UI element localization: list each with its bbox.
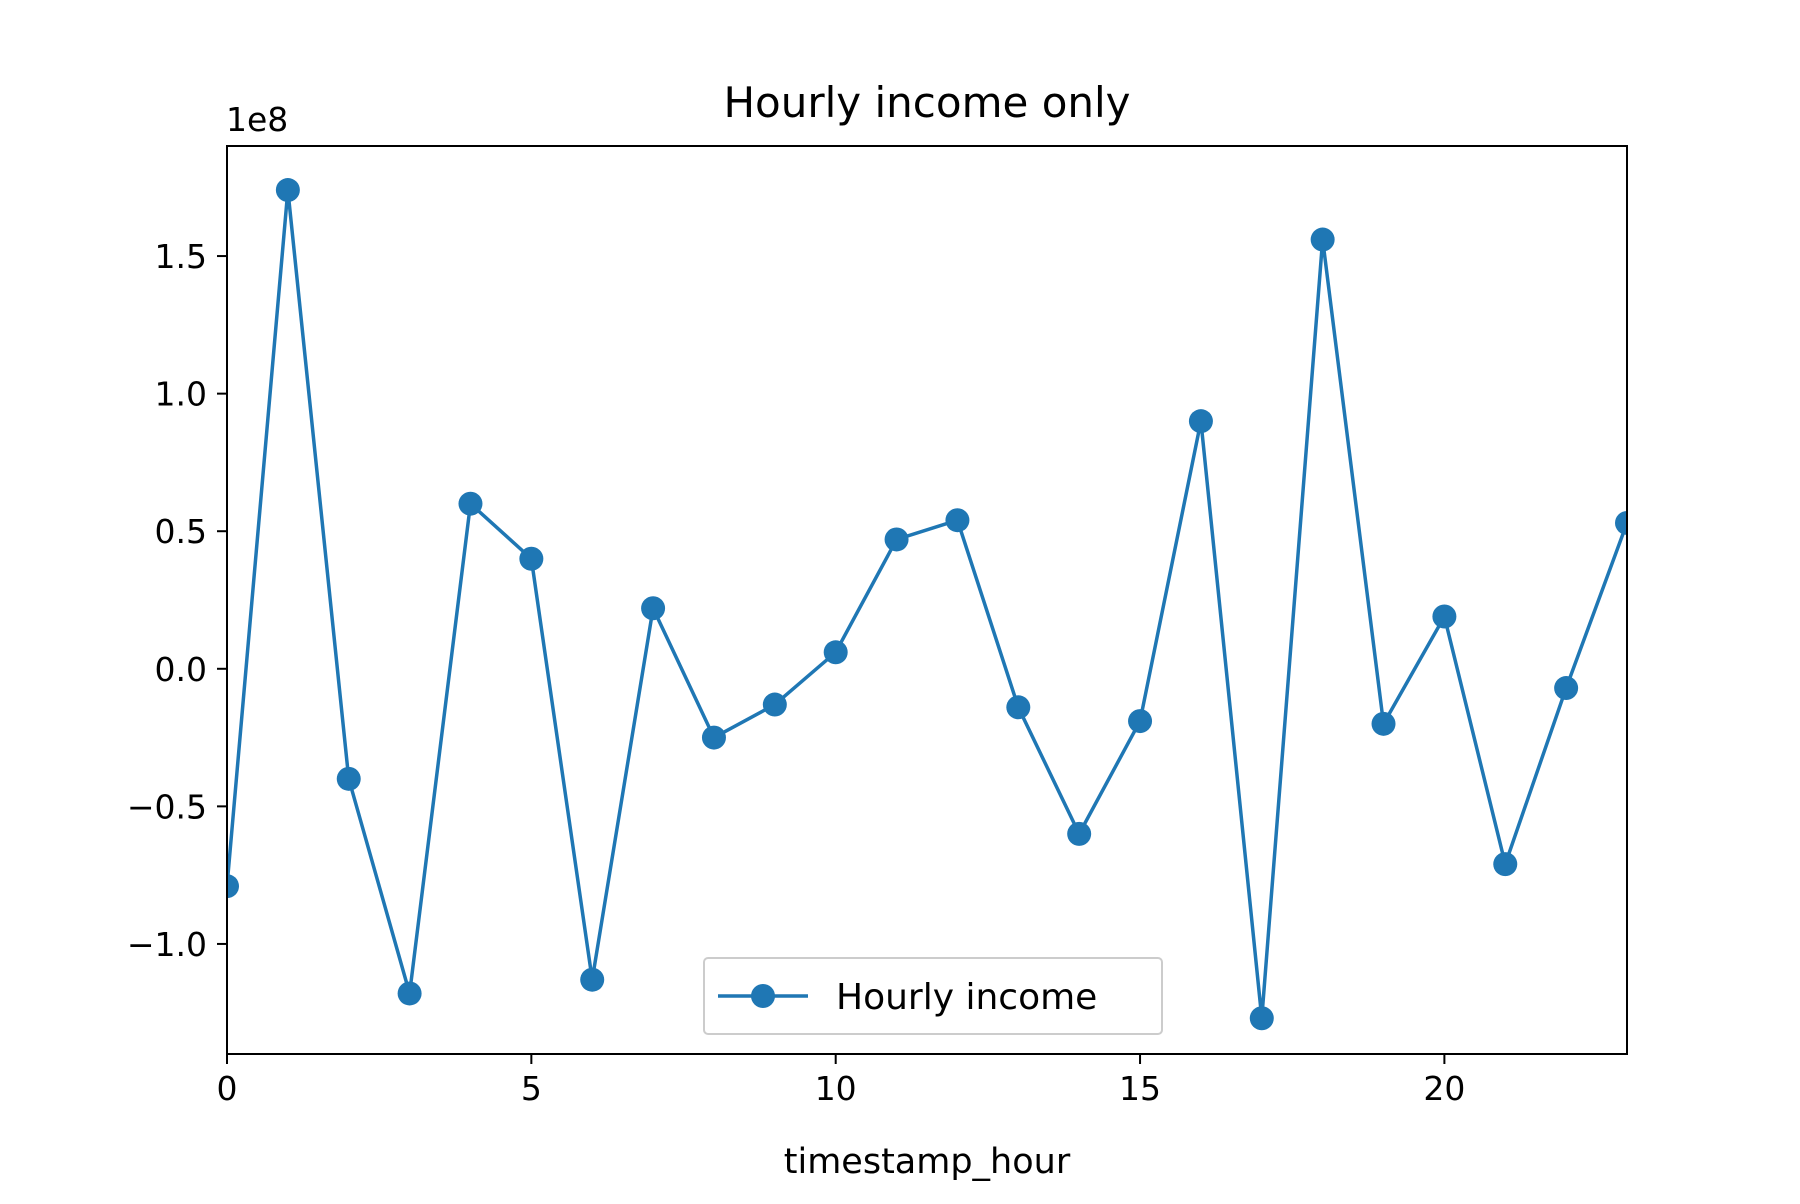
data-point: [275, 178, 300, 203]
series-line: [227, 189, 1627, 1019]
y-axis-offset-label: 1e8: [226, 100, 288, 139]
data-point: [1554, 676, 1579, 701]
plot-frame: [226, 145, 1628, 1055]
data-point: [641, 596, 666, 621]
x-axis-title: timestamp_hour: [784, 1142, 1071, 1182]
data-point: [336, 766, 361, 791]
data-point: [227, 874, 239, 899]
y-tick-label: 0.5: [155, 512, 207, 551]
data-point: [458, 491, 483, 516]
y-tick-label: 1.5: [155, 237, 207, 276]
data-point: [1371, 711, 1396, 736]
data-point: [1493, 852, 1518, 877]
data-point: [823, 640, 848, 665]
data-point: [397, 981, 422, 1006]
x-tick-label: 15: [1119, 1069, 1161, 1108]
data-point: [1067, 821, 1092, 846]
y-tick-label: −1.0: [127, 925, 207, 964]
data-point: [1432, 604, 1457, 629]
data-point: [1006, 695, 1031, 720]
data-point: [762, 692, 787, 717]
data-point: [945, 508, 970, 533]
y-tick-label: 0.0: [155, 650, 207, 689]
data-point: [1310, 227, 1335, 252]
data-point: [580, 967, 605, 992]
legend-box: [703, 957, 1163, 1035]
data-point: [1249, 1006, 1274, 1031]
data-point: [1188, 409, 1213, 434]
x-tick-label: 10: [815, 1069, 857, 1108]
data-point: [1615, 510, 1627, 535]
chart-title: Hourly income only: [723, 78, 1130, 127]
data-point: [1128, 709, 1153, 734]
data-point: [519, 546, 544, 571]
data-point: [884, 527, 909, 552]
x-tick-label: 5: [521, 1069, 542, 1108]
y-tick-label: −0.5: [127, 787, 207, 826]
x-tick-label: 20: [1423, 1069, 1465, 1108]
legend-swatch-marker: [751, 984, 775, 1008]
x-tick-label: 0: [217, 1069, 238, 1108]
plot-area: 0 5 10 15 20 −1.0 −0.5 0.0 0.5 1.0 1.5 Hourly incom…: [127, 145, 1628, 1108]
y-tick-label: 1.0: [155, 375, 207, 414]
legend-label: Hourly income: [836, 977, 1097, 1018]
data-point: [701, 725, 726, 750]
